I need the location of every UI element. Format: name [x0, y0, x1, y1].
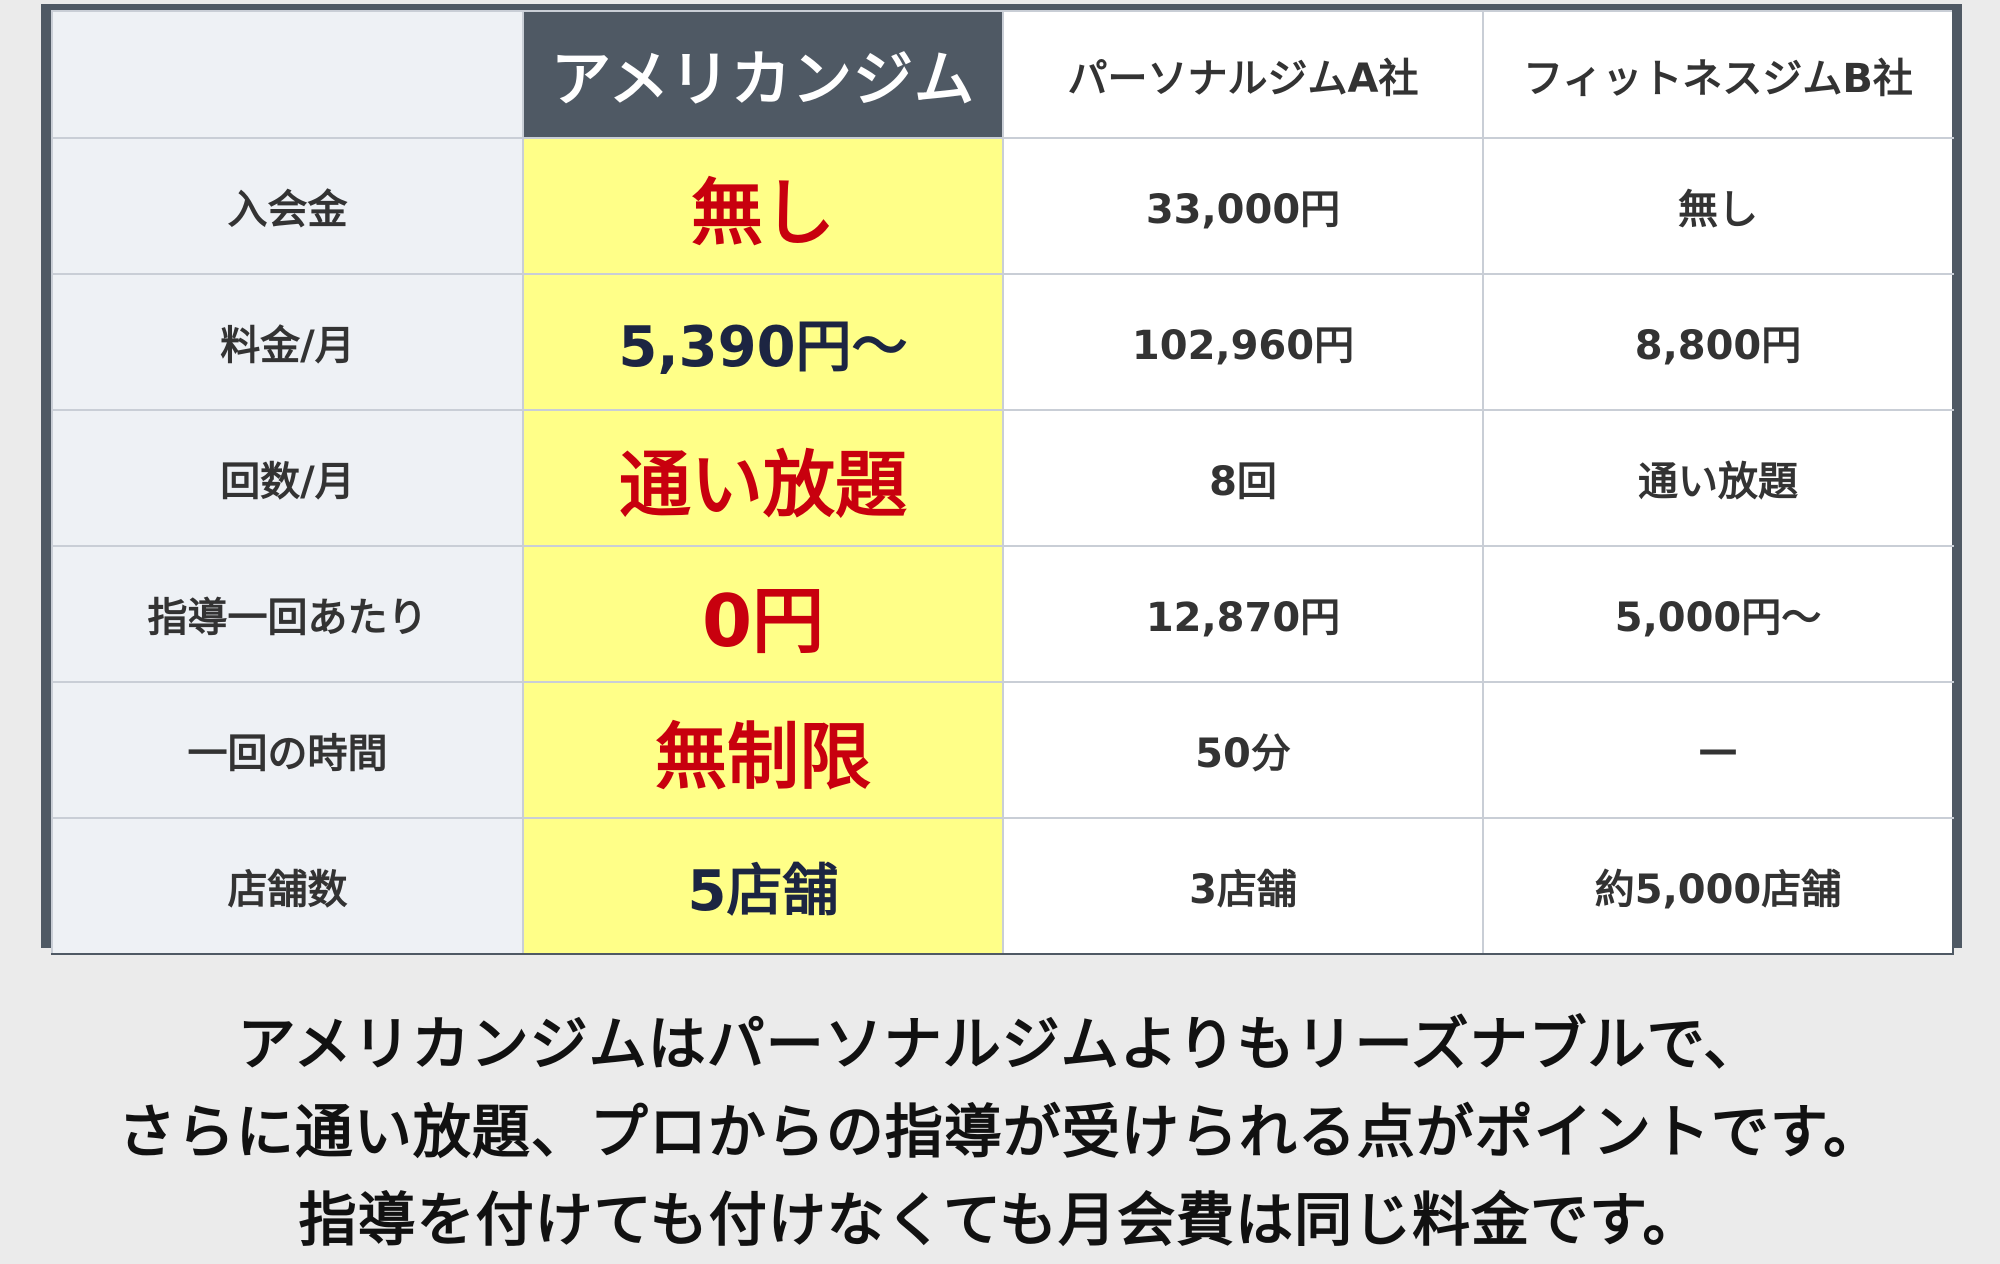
gym-a-value: 50分 — [1002, 681, 1484, 819]
comparison-table: アメリカンジム パーソナルジムA社 フィットネスジムB社 入会金 無し 33,0… — [51, 10, 1954, 955]
gym-b-value: 約5,000店舗 — [1482, 817, 1954, 955]
row-label: 回数/月 — [51, 409, 524, 547]
header-personal-gym-a: パーソナルジムA社 — [1002, 10, 1484, 139]
featured-value: 0円 — [522, 545, 1004, 683]
row-label: 指導一回あたり — [51, 545, 524, 683]
featured-value: 5店舗 — [522, 817, 1004, 955]
header-american-gym: アメリカンジム — [522, 10, 1004, 139]
gym-a-value: 12,870円 — [1002, 545, 1484, 683]
comparison-table-frame: アメリカンジム パーソナルジムA社 フィットネスジムB社 入会金 無し 33,0… — [41, 4, 1962, 955]
gym-b-value: 無し — [1482, 137, 1954, 275]
caption-line: アメリカンジムはパーソナルジムよりもリーズナブルで、 — [237, 1010, 1763, 1078]
table-row-coaching-per-session: 指導一回あたり 0円 12,870円 5,000円〜 — [51, 545, 1954, 683]
gym-a-value: 33,000円 — [1002, 137, 1484, 275]
gym-b-value: 通い放題 — [1482, 409, 1954, 547]
featured-value: 無制限 — [522, 681, 1004, 819]
gym-b-value: — — [1482, 681, 1954, 819]
row-label: 料金/月 — [51, 273, 524, 411]
header-fitness-gym-b: フィットネスジムB社 — [1482, 10, 1954, 139]
row-label: 一回の時間 — [51, 681, 524, 819]
row-label: 店舗数 — [51, 817, 524, 955]
caption-line: 指導を付けても付けなくても月会費は同じ料金です。 — [298, 1186, 1702, 1254]
featured-value: 5,390円〜 — [522, 273, 1004, 411]
summary-caption: アメリカンジムはパーソナルジムよりもリーズナブルで、 さらに通い放題、プロからの… — [0, 1000, 2000, 1264]
table-row-store-count: 店舗数 5店舗 3店舗 約5,000店舗 — [51, 817, 1954, 955]
table-row-admission-fee: 入会金 無し 33,000円 無し — [51, 137, 1954, 275]
table-row-session-length: 一回の時間 無制限 50分 — — [51, 681, 1954, 819]
gym-a-value: 8回 — [1002, 409, 1484, 547]
gym-a-value: 3店舗 — [1002, 817, 1484, 955]
featured-value: 通い放題 — [522, 409, 1004, 547]
table-row-visits-per-month: 回数/月 通い放題 8回 通い放題 — [51, 409, 1954, 547]
gym-a-value: 102,960円 — [1002, 273, 1484, 411]
table-row-monthly-fee: 料金/月 5,390円〜 102,960円 8,800円 — [51, 273, 1954, 411]
row-label: 入会金 — [51, 137, 524, 275]
caption-line: さらに通い放題、プロからの指導が受けられる点がポイントです。 — [117, 1098, 1883, 1166]
featured-value: 無し — [522, 137, 1004, 275]
header-row: アメリカンジム パーソナルジムA社 フィットネスジムB社 — [51, 10, 1954, 139]
gym-b-value: 8,800円 — [1482, 273, 1954, 411]
header-corner-cell — [51, 10, 524, 139]
gym-b-value: 5,000円〜 — [1482, 545, 1954, 683]
